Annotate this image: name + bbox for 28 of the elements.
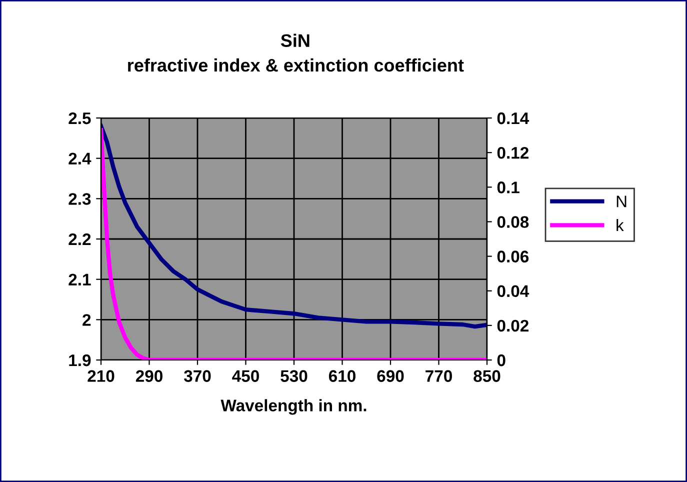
- y2-tick-label: 0.14: [497, 112, 530, 124]
- y-tick-label: 1.9: [69, 354, 91, 366]
- x-tick-label: 370: [184, 370, 211, 382]
- y2-tick-label: 0: [497, 354, 506, 366]
- x-axis-title: Wavelength in nm.: [220, 399, 366, 415]
- x-tick-label: 450: [232, 370, 259, 382]
- y2-tick-label: 0.08: [497, 216, 529, 228]
- y2-tick-label: 0.12: [497, 146, 528, 159]
- y2-tick-label: 0.06: [497, 250, 529, 262]
- x-tick-label: 770: [426, 370, 452, 382]
- legend-label: k: [616, 218, 624, 232]
- y-tick-label: 2.3: [68, 193, 91, 205]
- y2-tick-label: 0.02: [497, 320, 528, 332]
- y-tick-label: 2.5: [68, 112, 91, 124]
- x-tick-label: 530: [280, 370, 308, 382]
- legend-label: N: [616, 196, 626, 208]
- y-tick-label: 2.4: [68, 152, 92, 164]
- x-tick-label: 210: [88, 370, 114, 382]
- y-tick-label: 2: [82, 314, 91, 326]
- x-tick-label: 850: [474, 370, 500, 382]
- y-tick-label: 2.1: [68, 274, 91, 286]
- y2-tick-label: 0.04: [497, 285, 530, 298]
- y2-tick-label: 0.1: [497, 182, 520, 194]
- x-tick-label: 290: [136, 370, 162, 382]
- x-tick-label: 690: [377, 370, 404, 382]
- y-tick-label: 2.2: [68, 233, 91, 246]
- chart-title: SiN refractive index & extinction coefficient: [128, 34, 464, 72]
- x-tick-label: 610: [328, 370, 356, 382]
